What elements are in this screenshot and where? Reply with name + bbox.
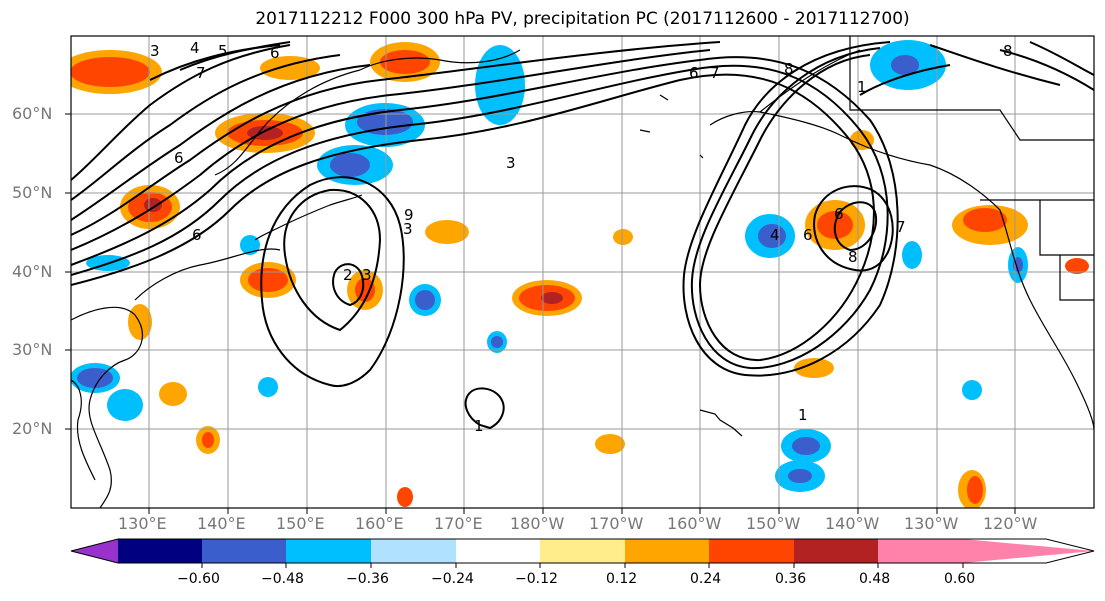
axis-ticks: [65, 113, 1016, 514]
colorbar-max-extend: [963, 539, 1094, 563]
colorbar-bin: [456, 539, 540, 563]
coastlines: [71, 36, 1094, 508]
colorbar-tick-label: 0.36: [775, 571, 807, 587]
colorbar-tick-label: 0.48: [859, 571, 891, 587]
colorbar-bin: [371, 539, 456, 563]
contour-label: 7: [710, 64, 720, 82]
colorbar-tick-label: 0.12: [606, 571, 638, 587]
colorbar-tick-label: −0.24: [431, 571, 474, 587]
lon-label: 150°W: [746, 514, 801, 533]
lat-lon-grid: [71, 36, 1094, 508]
colorbar-outline: [70, 538, 1095, 564]
contour-label: 3: [403, 220, 413, 238]
contour-label: 3: [150, 42, 160, 60]
colorbar-bin: [709, 539, 794, 563]
contour-label: 7: [896, 218, 906, 236]
map-title: 2017112212 F000 300 hPa PV, precipitatio…: [255, 9, 910, 29]
contour-label: 8: [848, 248, 858, 266]
contour-label: 6: [689, 64, 699, 82]
contour-label: 1: [474, 417, 484, 435]
contour-label: 6: [174, 149, 184, 167]
colorbar-min-extend: [71, 539, 118, 563]
lat-label: 20°N: [12, 419, 53, 438]
lat-label: 40°N: [12, 262, 53, 281]
lon-label: 180°W: [510, 514, 565, 533]
colorbar-tick-label: −0.60: [177, 571, 220, 587]
colorbar-tick-label: −0.36: [346, 571, 389, 587]
lon-label: 120°W: [983, 514, 1038, 533]
contour-label: 1: [857, 78, 867, 96]
contour-label: 7: [196, 64, 206, 82]
lon-label: 140°W: [825, 514, 880, 533]
colorbar-bin: [878, 539, 963, 563]
contour-label: 4: [770, 226, 780, 244]
colorbar-tick-label: −0.48: [261, 571, 304, 587]
lon-label: 140°E: [197, 514, 246, 533]
contour-label-group: 3 4 5 6 7 6 6 3 3 3 2 1 1 6 7 8 1 8 4 6 …: [150, 39, 1013, 435]
lon-label: 170°W: [589, 514, 644, 533]
lat-label: 60°N: [12, 104, 53, 123]
contour-label: 6: [270, 44, 280, 62]
contour-label: 6: [834, 205, 844, 223]
colorbar-bin: [118, 539, 202, 563]
colorbar: [70, 538, 1095, 568]
contour-label: 2: [343, 266, 353, 284]
lon-label: 160°E: [355, 514, 404, 533]
colorbar-bin: [540, 539, 625, 563]
contour-label: 3: [506, 154, 516, 172]
contour-label: 8: [1003, 42, 1013, 60]
lon-label: 160°W: [667, 514, 722, 533]
colorbar-tick-label: −0.12: [515, 571, 558, 587]
contour-label: 6: [192, 226, 202, 244]
lat-label: 50°N: [12, 183, 53, 202]
contour-label: 1: [798, 406, 808, 424]
lon-label: 130°E: [118, 514, 167, 533]
pv-contours: [71, 41, 1094, 430]
contour-label: 4: [190, 39, 200, 57]
lon-label: 150°E: [276, 514, 325, 533]
colorbar-bin: [202, 539, 286, 563]
colorbar-bin: [625, 539, 709, 563]
lon-label: 130°W: [904, 514, 959, 533]
contour-label: 3: [362, 266, 372, 284]
contour-label: 5: [218, 42, 228, 60]
colorbar-bin: [794, 539, 878, 563]
colorbar-tick-label: 0.24: [690, 571, 722, 587]
colorbar-bin: [286, 539, 371, 563]
colorbar-tick-label: 0.60: [944, 571, 976, 587]
contour-label: 6: [803, 226, 813, 244]
contour-label: 9: [404, 206, 414, 224]
lon-label: 170°E: [434, 514, 483, 533]
contour-label: 8: [784, 60, 794, 78]
lat-label: 30°N: [12, 340, 53, 359]
